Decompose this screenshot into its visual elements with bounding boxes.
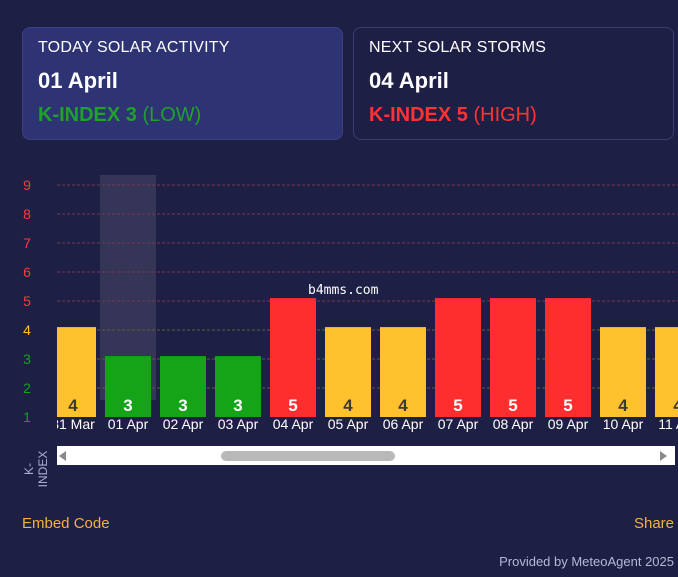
bar-value-label: 5 [288,396,297,415]
y-tick-label: 8 [23,206,31,222]
today-kindex-level: (LOW) [142,104,202,126]
bar-value-label: 3 [123,396,132,415]
bar-value-label: 4 [618,396,628,415]
x-tick-label: 04 Apr [273,416,314,432]
next-storm-card: NEXT SOLAR STORMS 04 April K-INDEX 5 (HI… [353,27,674,140]
x-tick-label: 06 Apr [383,416,424,432]
bar-02-apr[interactable] [160,356,206,417]
scroll-right-arrow-icon[interactable] [660,451,667,461]
bar-05-apr[interactable] [325,327,371,417]
scroll-thumb[interactable] [221,451,395,461]
next-label: NEXT SOLAR STORMS [369,39,547,56]
y-tick-label: 4 [23,322,31,338]
bar-08-apr[interactable] [490,298,536,417]
today-kindex-value: K-INDEX 3 [38,104,137,126]
next-date: 04 April [369,68,449,93]
x-tick-label: 08 Apr [493,416,534,432]
bar-value-label: 3 [233,396,242,415]
today-label: TODAY SOLAR ACTIVITY [38,39,230,56]
bar-04-apr[interactable] [270,298,316,417]
x-tick-label: 07 Apr [438,416,479,432]
bar-01-apr[interactable] [105,356,151,417]
y-tick-label: 3 [23,351,31,367]
bar-07-apr[interactable] [435,298,481,417]
bar-06-apr[interactable] [380,327,426,417]
bar-value-label: 5 [563,396,572,415]
bar-10-apr[interactable] [600,327,646,417]
x-tick-label: 31 Mar [51,416,95,432]
y-tick-label: 7 [23,235,31,251]
x-tick-label: 03 Apr [218,416,259,432]
bar-09-apr[interactable] [545,298,591,417]
y-tick-label: 2 [23,380,31,396]
bar-value-label: 3 [178,396,187,415]
chart-scrollbar[interactable] [57,446,675,465]
y-tick-label: 6 [23,264,31,280]
bar-value-label: 4 [673,396,678,415]
bar-value-label: 4 [343,396,353,415]
provided-by-text: Provided by MeteoAgent 2025 [499,554,674,569]
x-tick-label: 02 Apr [163,416,204,432]
y-tick-label: 9 [23,177,31,193]
embed-code-link[interactable]: Embed Code [22,515,110,532]
today-activity-card: TODAY SOLAR ACTIVITY 01 April K-INDEX 3 … [22,27,343,140]
x-tick-label: 05 Apr [328,416,369,432]
scroll-left-arrow-icon[interactable] [59,451,66,461]
y-tick-label: 5 [23,293,31,309]
y-axis-title: K-INDEX [22,450,50,488]
x-tick-label: 11 Apr [658,416,678,432]
x-tick-label: 09 Apr [548,416,589,432]
bar-value-label: 4 [68,396,78,415]
watermark-text: b4mms.com [308,283,379,298]
bar-value-label: 4 [398,396,408,415]
today-date: 01 April [38,68,118,93]
x-tick-label: 01 Apr [108,416,149,432]
bar-value-label: 5 [453,396,462,415]
next-kindex-value: K-INDEX 5 [369,104,468,126]
bar-03-apr[interactable] [215,356,261,417]
bar-31-mar[interactable] [50,327,96,417]
today-kindex: K-INDEX 3 (LOW) [38,104,201,127]
next-kindex-level: (HIGH) [473,104,537,126]
bar-11-apr[interactable] [655,327,678,417]
share-link[interactable]: Share [633,515,674,532]
y-tick-label: 1 [23,409,31,425]
bar-value-label: 5 [508,396,517,415]
next-kindex: K-INDEX 5 (HIGH) [369,104,537,127]
x-tick-label: 10 Apr [603,416,644,432]
